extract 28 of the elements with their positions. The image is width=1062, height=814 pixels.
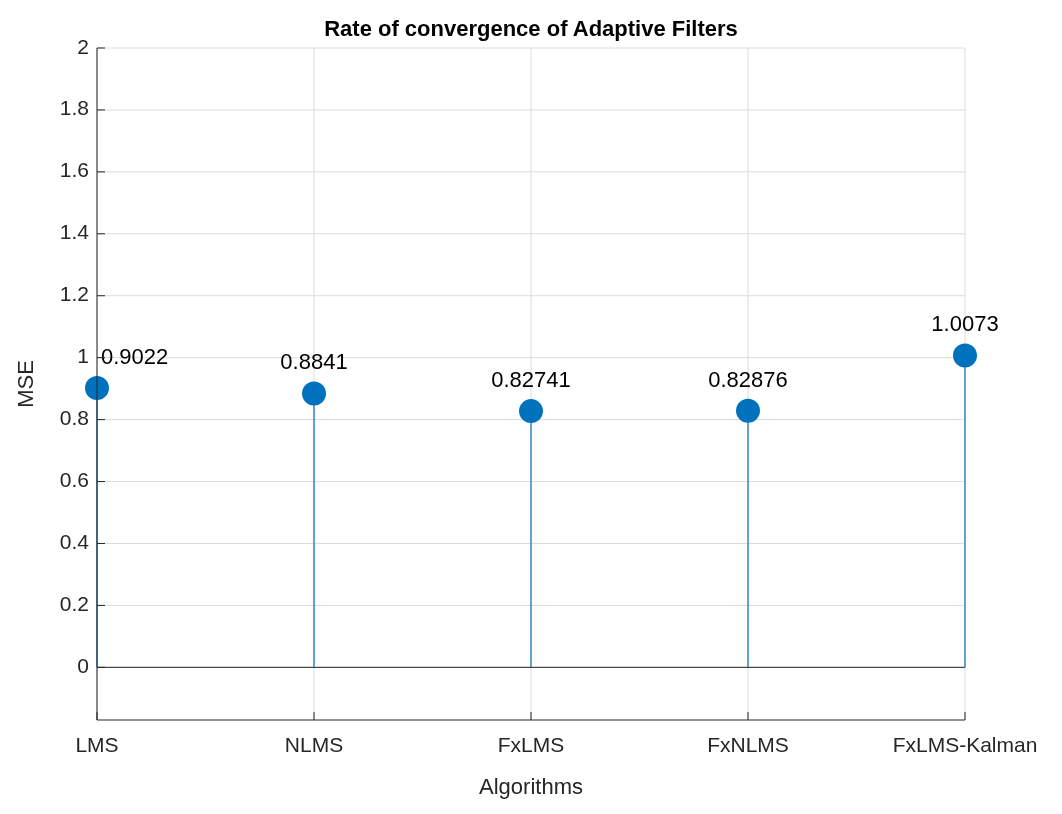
chart-title: Rate of convergence of Adaptive Filters	[324, 16, 738, 41]
y-tick-label: 0.8	[59, 406, 89, 430]
point	[736, 398, 760, 423]
y-axis-title: MSE	[13, 360, 38, 408]
y-tick-label: 1	[77, 344, 89, 368]
y-tick-label: 1.4	[59, 220, 90, 244]
data-label: 0.9022	[101, 343, 169, 369]
y-tick-label: 1.8	[59, 96, 89, 120]
point	[953, 343, 977, 368]
x-tick-label: NLMS	[284, 733, 344, 756]
y-tick-label: 1.2	[59, 282, 89, 306]
data-label: 1.0073	[931, 311, 999, 337]
y-tick-label: 2	[77, 34, 89, 58]
point	[519, 399, 543, 424]
point	[302, 381, 326, 406]
x-tick-label: FxNLMS	[707, 733, 789, 756]
data-label: 0.8841	[280, 349, 348, 375]
y-tick-label: 0	[77, 653, 89, 677]
data-label: 0.82876	[708, 366, 788, 392]
y-tick-label: 0.2	[59, 591, 89, 615]
y-tick-label: 0.6	[59, 468, 89, 492]
x-tick-label: FxLMS-Kalman	[892, 733, 1038, 756]
x-axis-title: Algorithms	[479, 774, 583, 799]
y-tick-label: 0.4	[59, 530, 90, 554]
data-label: 0.82741	[491, 366, 571, 392]
x-tick-label: FxLMS	[497, 733, 565, 756]
x-tick-label: LMS	[75, 733, 119, 756]
y-tick-label: 1.6	[59, 158, 89, 182]
